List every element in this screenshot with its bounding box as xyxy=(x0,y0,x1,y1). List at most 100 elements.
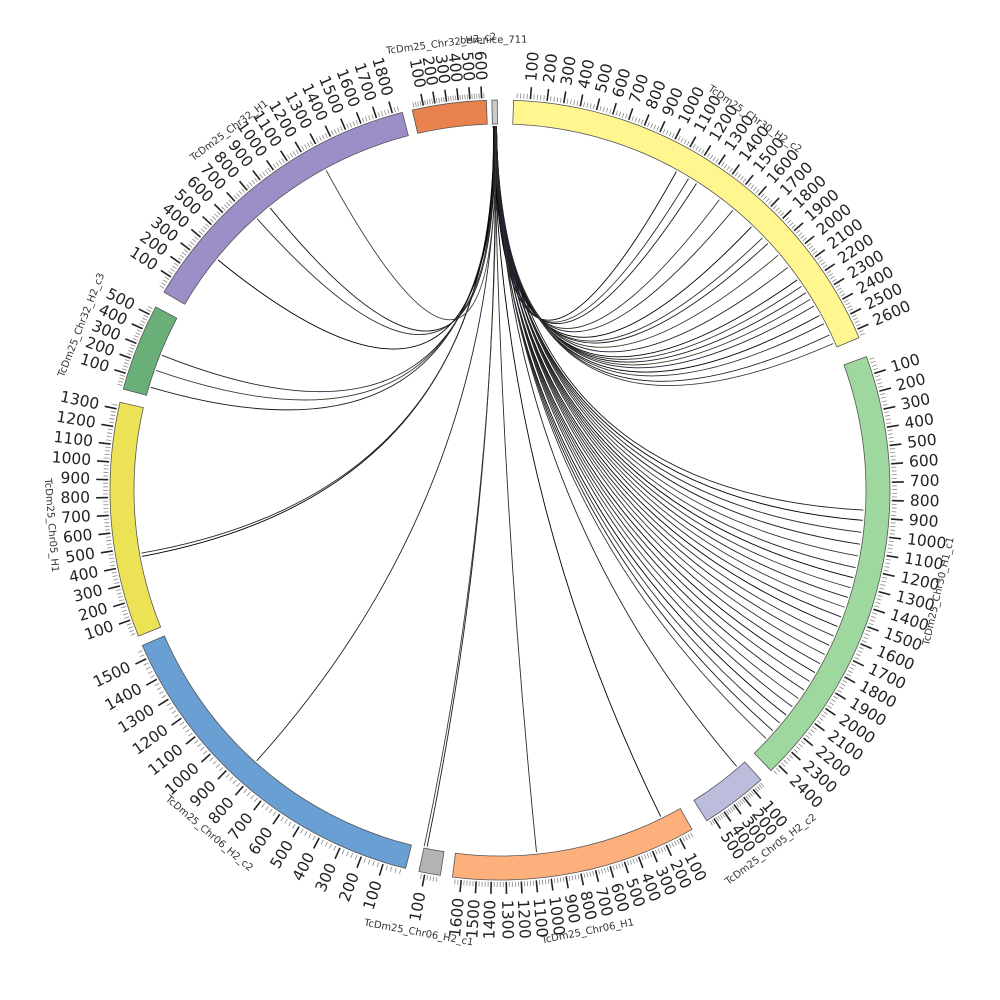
minor-tick xyxy=(284,819,288,824)
major-tick xyxy=(535,880,539,893)
link-ribbon xyxy=(142,126,494,557)
minor-tick xyxy=(812,250,818,255)
major-tick xyxy=(844,676,856,684)
minor-tick xyxy=(187,243,193,248)
minor-tick xyxy=(706,152,711,158)
major-tick xyxy=(824,263,836,272)
major-tick xyxy=(637,856,644,869)
major-tick xyxy=(627,108,634,121)
minor-tick xyxy=(650,123,653,129)
tick-label: 900 xyxy=(908,511,939,531)
major-tick xyxy=(723,811,732,822)
minor-tick xyxy=(721,162,725,167)
major-tick xyxy=(125,338,137,345)
minor-tick xyxy=(129,347,135,350)
minor-tick xyxy=(205,223,210,228)
minor-tick xyxy=(660,847,664,853)
minor-tick xyxy=(553,878,556,884)
link-ribbon xyxy=(494,126,769,344)
labels-layer: berenice_7111002003004005006007008009001… xyxy=(42,32,957,949)
minor-tick xyxy=(739,799,744,805)
major-tick xyxy=(579,94,584,107)
minor-tick xyxy=(117,383,123,386)
minor-tick xyxy=(117,595,123,599)
minor-tick xyxy=(787,219,792,224)
minor-tick xyxy=(310,141,314,146)
minor-tick xyxy=(544,879,547,885)
minor-tick xyxy=(865,629,871,633)
minor-tick xyxy=(232,779,237,785)
major-tick xyxy=(889,536,902,540)
minor-tick xyxy=(432,876,435,882)
minor-tick xyxy=(878,385,884,388)
tick-label: 800 xyxy=(910,492,940,511)
minor-tick xyxy=(106,435,112,438)
minor-tick xyxy=(450,96,452,102)
minor-tick xyxy=(110,410,116,413)
minor-tick xyxy=(122,365,128,368)
minor-tick xyxy=(882,403,888,406)
minor-tick xyxy=(683,139,687,145)
minor-tick xyxy=(754,787,759,792)
minor-tick xyxy=(190,241,195,246)
minor-tick xyxy=(695,145,699,151)
tick-label: 700 xyxy=(61,507,92,527)
major-tick xyxy=(96,460,110,463)
minor-tick xyxy=(884,411,890,414)
minor-tick xyxy=(701,149,705,154)
minor-tick xyxy=(209,757,214,762)
link-ribbon xyxy=(325,126,497,321)
minor-tick xyxy=(698,147,702,153)
minor-tick xyxy=(586,872,589,878)
minor-tick xyxy=(853,317,858,321)
minor-tick xyxy=(308,833,312,839)
minor-tick xyxy=(145,666,151,670)
minor-tick xyxy=(116,592,122,595)
minor-tick xyxy=(203,750,208,755)
tick-label: 1500 xyxy=(463,899,483,939)
minor-tick xyxy=(676,839,680,845)
major-tick xyxy=(356,856,362,869)
minor-tick xyxy=(538,879,541,886)
major-tick xyxy=(874,369,886,375)
minor-tick xyxy=(281,158,285,163)
major-tick xyxy=(565,876,569,889)
major-tick xyxy=(104,405,117,410)
minor-tick xyxy=(840,293,846,297)
major-tick xyxy=(444,89,448,102)
link-ribbon xyxy=(493,126,537,853)
minor-tick xyxy=(653,124,657,130)
major-tick xyxy=(131,323,144,330)
major-tick xyxy=(580,873,585,886)
minor-tick xyxy=(858,646,864,650)
minor-tick xyxy=(880,393,886,396)
major-tick xyxy=(432,91,436,104)
minor-tick xyxy=(300,828,304,834)
major-tick xyxy=(294,141,302,153)
minor-tick xyxy=(742,178,747,183)
minor-tick xyxy=(212,760,217,765)
minor-tick xyxy=(179,721,185,726)
minor-tick xyxy=(592,870,595,876)
minor-tick xyxy=(640,119,644,125)
minor-tick xyxy=(292,151,296,156)
minor-tick xyxy=(156,687,162,691)
minor-tick xyxy=(889,533,895,535)
minor-tick xyxy=(863,636,869,640)
minor-tick xyxy=(159,285,165,289)
minor-tick xyxy=(198,231,203,235)
minor-tick xyxy=(238,190,243,195)
major-tick xyxy=(388,101,394,114)
tick-label: 600 xyxy=(471,50,490,80)
tick-label: 500 xyxy=(906,431,937,452)
minor-tick xyxy=(320,839,324,845)
segment-label: TcDm25_Chr05_H1 xyxy=(42,477,60,573)
minor-tick xyxy=(735,802,740,808)
major-tick xyxy=(674,128,682,140)
minor-tick xyxy=(838,686,844,690)
minor-tick xyxy=(845,302,851,306)
minor-tick xyxy=(225,773,230,778)
minor-tick xyxy=(431,98,433,104)
minor-tick xyxy=(159,690,164,695)
major-tick xyxy=(171,717,182,726)
